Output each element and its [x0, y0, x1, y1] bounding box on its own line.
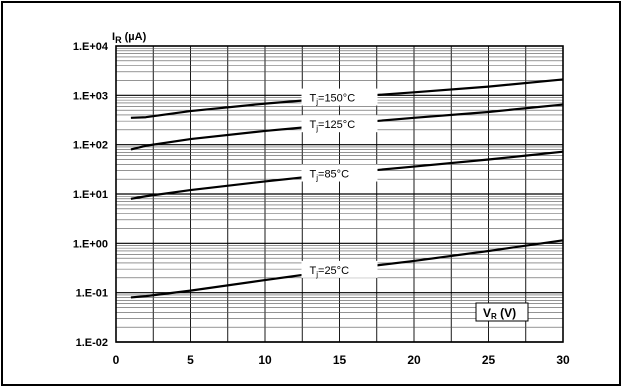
y-tick-label: 1.E+01 [73, 189, 108, 201]
x-tick-label: 25 [482, 353, 496, 367]
x-axis-label-box: VR (V) [475, 302, 529, 322]
plot-border [115, 45, 564, 343]
series-label-text: Tj=150°C [310, 93, 356, 107]
series-label-background [301, 260, 378, 278]
x-tick-label: 30 [556, 353, 570, 367]
x-axis-label: VR (V) [483, 306, 516, 321]
series-label: Tj=25°C [301, 260, 378, 279]
x-tick-label: 10 [258, 353, 272, 367]
x-tick-label: 15 [333, 353, 347, 367]
series-label-background [301, 164, 378, 182]
x-axis-label-background [475, 302, 529, 322]
x-tick-label: 20 [407, 353, 421, 367]
y-tick-label: 1.E+00 [73, 238, 108, 250]
y-tick-label: 1.E+02 [73, 140, 108, 152]
series-label-text: Tj=125°C [310, 119, 356, 133]
y-tick-label: 1.E-01 [76, 288, 108, 300]
x-tick-label: 0 [113, 353, 120, 367]
series-label-text: Tj=85°C [310, 169, 350, 183]
label-layer: Tj=150°C Tj=125°C Tj=85°C Tj=25°C 1.E-02 1.E-… [73, 31, 570, 367]
series-label-text: Tj=25°C [310, 265, 350, 279]
series-label: Tj=85°C [301, 164, 378, 183]
series-label: Tj=125°C [301, 115, 378, 133]
series-label-background [301, 115, 378, 133]
x-tick-label: 5 [187, 353, 194, 367]
y-tick-label: 1.E+03 [73, 90, 108, 102]
y-tick-label: 1.E-02 [76, 337, 108, 349]
y-tick-label: 1.E+04 [73, 41, 109, 53]
y-axis-label: IR (µA) [112, 31, 147, 45]
series-label-background [301, 88, 378, 106]
series-label: Tj=150°C [301, 88, 378, 107]
